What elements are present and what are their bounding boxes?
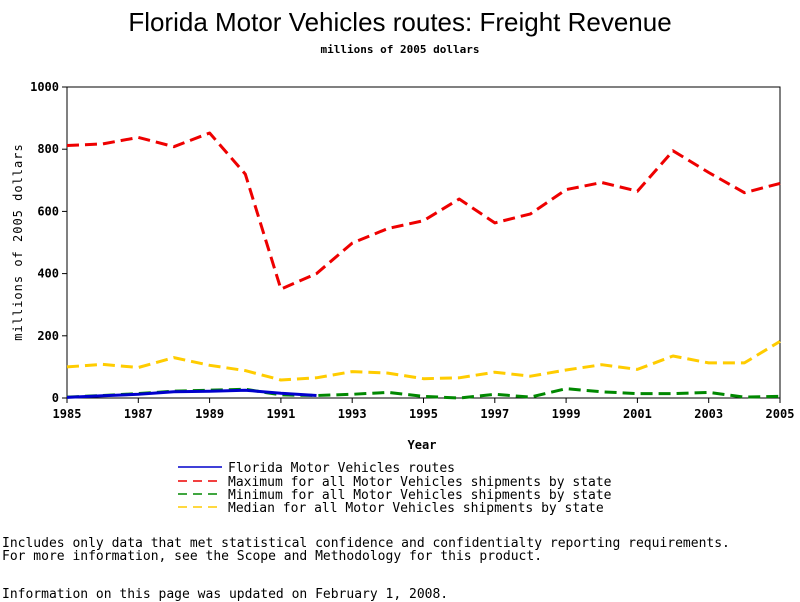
legend-label-maximum: Maximum for all Motor Vehicles shipments… — [228, 475, 612, 490]
series-line-minimum — [66, 387, 781, 400]
series-layer — [66, 131, 781, 400]
y-tick-label: 800 — [37, 142, 59, 156]
y-tick-label: 0 — [52, 391, 59, 405]
chart-subtitle: millions of 2005 dollars — [321, 43, 480, 56]
x-tick-label: 2005 — [766, 407, 795, 421]
x-tick-label: 1999 — [552, 407, 581, 421]
plot-frame — [66, 86, 781, 399]
legend-label-minimum: Minimum for all Motor Vehicles shipments… — [228, 488, 612, 503]
y-tick-label: 400 — [37, 267, 59, 281]
legend: Florida Motor Vehicles routes Maximum fo… — [178, 461, 612, 516]
legend-label-florida: Florida Motor Vehicles routes — [228, 461, 455, 476]
series-line-maximum — [66, 131, 781, 291]
legend-label-median: Median for all Motor Vehicles shipments … — [228, 501, 604, 516]
chart-title: Florida Motor Vehicles routes: Freight R… — [128, 7, 671, 37]
series-line-median — [66, 340, 781, 382]
x-tick-label: 1993 — [338, 407, 367, 421]
y-tick-label: 1000 — [30, 80, 59, 94]
x-tick-label: 1991 — [266, 407, 295, 421]
confidentiality-note: Includes only data that met statistical … — [2, 536, 730, 551]
x-tick-label: 1997 — [480, 407, 509, 421]
y-axis: 0 200 400 600 800 1000 — [30, 80, 67, 405]
x-tick-label: 1985 — [53, 407, 82, 421]
series-line-florida — [66, 388, 317, 399]
y-tick-label: 200 — [37, 329, 59, 343]
methodology-note: For more information, see the Scope and … — [2, 549, 543, 564]
x-tick-label: 1995 — [409, 407, 438, 421]
x-tick-label: 2001 — [623, 407, 652, 421]
x-tick-label: 2003 — [694, 407, 723, 421]
y-axis-label: millions of 2005 dollars — [11, 143, 25, 340]
y-tick-label: 600 — [37, 204, 59, 218]
x-axis: 1985 1987 1989 1991 1993 1995 1997 1999 2001 2003… — [53, 398, 795, 421]
x-axis-label: Year — [408, 438, 437, 452]
x-tick-label: 1987 — [124, 407, 153, 421]
update-note: Information on this page was updated on … — [2, 587, 449, 602]
x-tick-label: 1989 — [195, 407, 224, 421]
